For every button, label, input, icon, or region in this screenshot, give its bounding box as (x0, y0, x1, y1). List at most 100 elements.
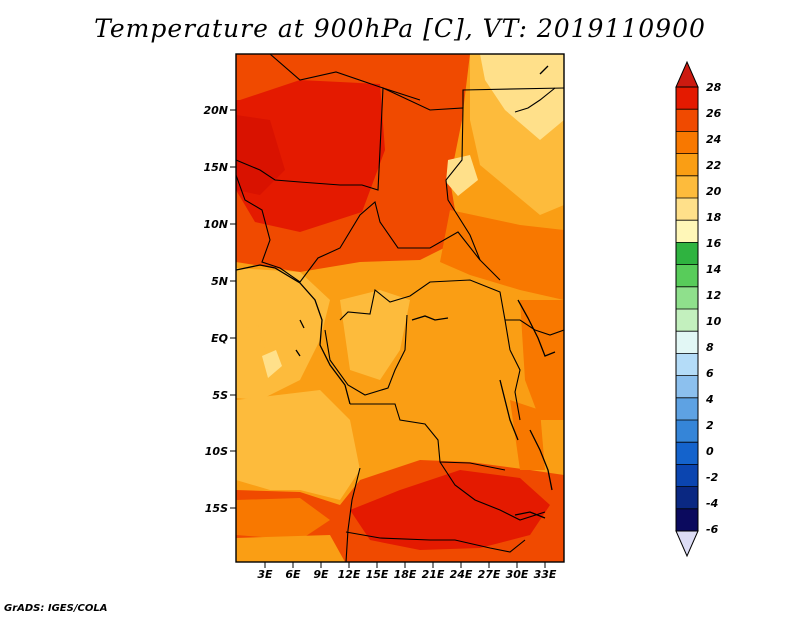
colorbar-label: -6 (706, 523, 719, 536)
field-southwest-edge (236, 535, 345, 562)
lon-label-6e: 6E (285, 568, 301, 581)
border-south (345, 531, 526, 553)
field-north-cool-patch (446, 155, 478, 196)
colorbar-cell (676, 508, 698, 532)
colorbar-label: 8 (706, 341, 714, 354)
colorbar-cell (676, 331, 698, 354)
border-sahara (269, 54, 564, 108)
lon-label-12e: 12E (338, 568, 361, 581)
temperature-field (236, 54, 564, 562)
colorbar-max-arrow (675, 60, 699, 88)
lon-label-30e: 30E (506, 568, 529, 581)
colorbar-label: 28 (706, 81, 722, 94)
lon-label-18e: 18E (394, 568, 417, 581)
colorbar-cell (676, 375, 698, 399)
longitude-axis: 3E 6E 9E 12E 15E 18E 21E 24E 27E 30E 33E (257, 562, 557, 581)
lat-label-15s: 15S (205, 502, 228, 515)
border-east (505, 319, 564, 421)
colorbar-cell (676, 397, 698, 421)
field-west-mild-patch (236, 325, 268, 378)
lon-label-9e: 9E (313, 568, 329, 581)
chart-title: Temperature at 900hPa [C], VT: 201911090… (94, 14, 706, 43)
colorbar-cell (676, 109, 698, 132)
lon-label-24e: 24E (450, 568, 473, 581)
lat-label-5n: 5N (211, 275, 228, 288)
lake-tanganyika (499, 379, 519, 441)
border-congo (324, 314, 408, 396)
colorbar-cell (676, 286, 698, 310)
colorbar-label: 26 (706, 107, 722, 120)
latitude-axis: 20N 15N 10N 5N EQ 5S 10S 15S (203, 104, 236, 515)
colorbar-cell (676, 242, 698, 265)
colorbar-cell (676, 420, 698, 443)
colorbar-labels: 28 26 24 22 20 18 16 14 12 10 8 6 4 2 0 … (705, 81, 722, 536)
lake-victoria (517, 299, 556, 357)
lake-kariba (514, 511, 546, 519)
colorbar-frame (675, 86, 699, 532)
colorbar-label: 4 (705, 393, 714, 406)
colorbar-cell (676, 464, 698, 487)
colorbar-cell (676, 264, 698, 288)
lon-label-33e: 33E (534, 568, 557, 581)
colorbar-label: 10 (706, 315, 722, 328)
colorbar-cell (676, 309, 698, 332)
field-northwest-core (236, 115, 285, 195)
lat-label-10n: 10N (203, 218, 228, 231)
colorbar-cell (676, 175, 698, 199)
coast-west (236, 264, 351, 405)
field-north-core (236, 80, 385, 232)
lat-label-eq: EQ (211, 332, 228, 345)
colorbar-cell (676, 198, 698, 221)
field-southwest-warm (236, 498, 330, 540)
colorbar-cell (676, 153, 698, 177)
colorbar-label: 22 (706, 159, 722, 172)
lon-label-3e: 3E (257, 568, 273, 581)
field-east-lakes-warm (520, 300, 564, 420)
lat-label-15n: 15N (203, 161, 228, 174)
red-sea-coast (539, 65, 549, 75)
field-northeast-cool (480, 54, 564, 140)
border-northeast (514, 87, 556, 113)
colorbar-min-arrow (675, 530, 699, 558)
field-east-warm (440, 210, 564, 300)
colorbar-cell (676, 486, 698, 510)
colorbar-label: 14 (706, 263, 721, 276)
colorbar-label: 2 (706, 419, 714, 432)
colorbar-cell (676, 131, 698, 154)
colorbar: 28 26 24 22 20 18 16 14 12 10 8 6 4 2 0 … (675, 60, 722, 558)
colorbar-cell (676, 353, 698, 376)
lake-malawi (529, 429, 553, 491)
field-lake-malawi-warm (510, 400, 545, 470)
colorbar-label: 20 (706, 185, 722, 198)
field-west-cool-patch (262, 350, 282, 378)
colorbar-ticks (676, 108, 698, 510)
border-angola-drc (350, 403, 506, 471)
colorbar-cells (676, 87, 698, 532)
lat-label-20n: 20N (203, 104, 228, 117)
border-zambia (439, 461, 546, 521)
colorbar-label: 16 (706, 237, 722, 250)
field-southwest-mild (236, 390, 360, 500)
lat-label-10s: 10S (205, 445, 228, 458)
lake-outline-1 (411, 315, 449, 321)
colorbar-label: -4 (706, 497, 718, 510)
border-west-africa (236, 174, 481, 283)
colorbar-cell (676, 220, 698, 243)
border-equatorial (339, 279, 511, 351)
field-south-core (350, 470, 550, 550)
colorbar-label: 24 (706, 133, 721, 146)
lon-label-27e: 27E (478, 568, 501, 581)
coastlines (236, 65, 556, 519)
colorbar-label: -2 (706, 471, 719, 484)
coast-islands (295, 319, 305, 357)
lon-label-21e: 21E (422, 568, 445, 581)
colorbar-label: 6 (706, 367, 714, 380)
border-angola-namibia (345, 467, 361, 562)
grads-credit: GrADS: IGES/COLA (4, 603, 108, 614)
colorbar-label: 0 (706, 445, 714, 458)
lon-label-15e: 15E (366, 568, 389, 581)
country-borders (236, 54, 564, 562)
lat-label-5s: 5S (212, 389, 228, 402)
colorbar-label: 12 (706, 289, 722, 302)
